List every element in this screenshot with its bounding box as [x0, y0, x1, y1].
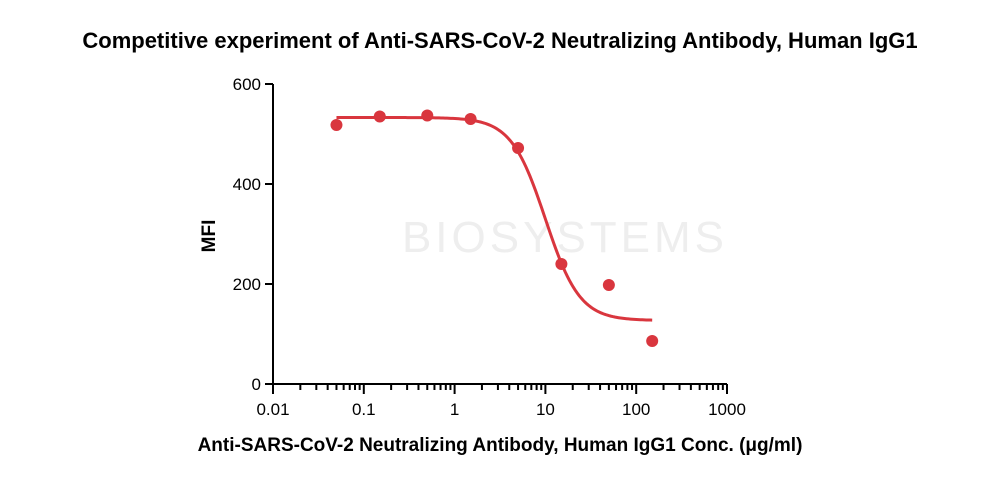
data-point: [602, 279, 615, 291]
x-tick-label: 1000: [708, 400, 746, 419]
data-point: [421, 109, 434, 122]
chart-title: Competitive experiment of Anti-SARS-CoV-…: [82, 28, 918, 53]
data-points: [330, 109, 659, 347]
x-tick-label: 0.01: [256, 400, 289, 419]
data-point: [555, 258, 568, 270]
x-axis-label: Anti-SARS-CoV-2 Neutralizing Antibody, H…: [198, 435, 803, 456]
y-tick-label: 400: [233, 175, 261, 194]
data-point: [512, 142, 525, 154]
data-point: [373, 110, 386, 123]
y-tick-label: 600: [233, 75, 261, 94]
watermark-text: BIOSYSTEMS: [402, 213, 728, 262]
data-point: [646, 335, 659, 347]
x-tick-label: 0.1: [352, 400, 376, 419]
y-axis-ticks: 0 200 400 600: [233, 75, 273, 394]
y-tick-label: 200: [233, 275, 261, 294]
x-tick-label: 100: [622, 400, 650, 419]
fit-curve-line: [336, 116, 653, 322]
y-tick-label: 0: [252, 375, 261, 394]
x-tick-label: 10: [536, 400, 555, 419]
x-axis-ticks: 0.01 0.1 1 10 100 1000: [256, 384, 746, 419]
data-point: [330, 119, 343, 131]
data-point: [464, 113, 477, 125]
x-tick-label: 1: [450, 400, 459, 419]
y-axis-label: MFI: [199, 220, 220, 253]
